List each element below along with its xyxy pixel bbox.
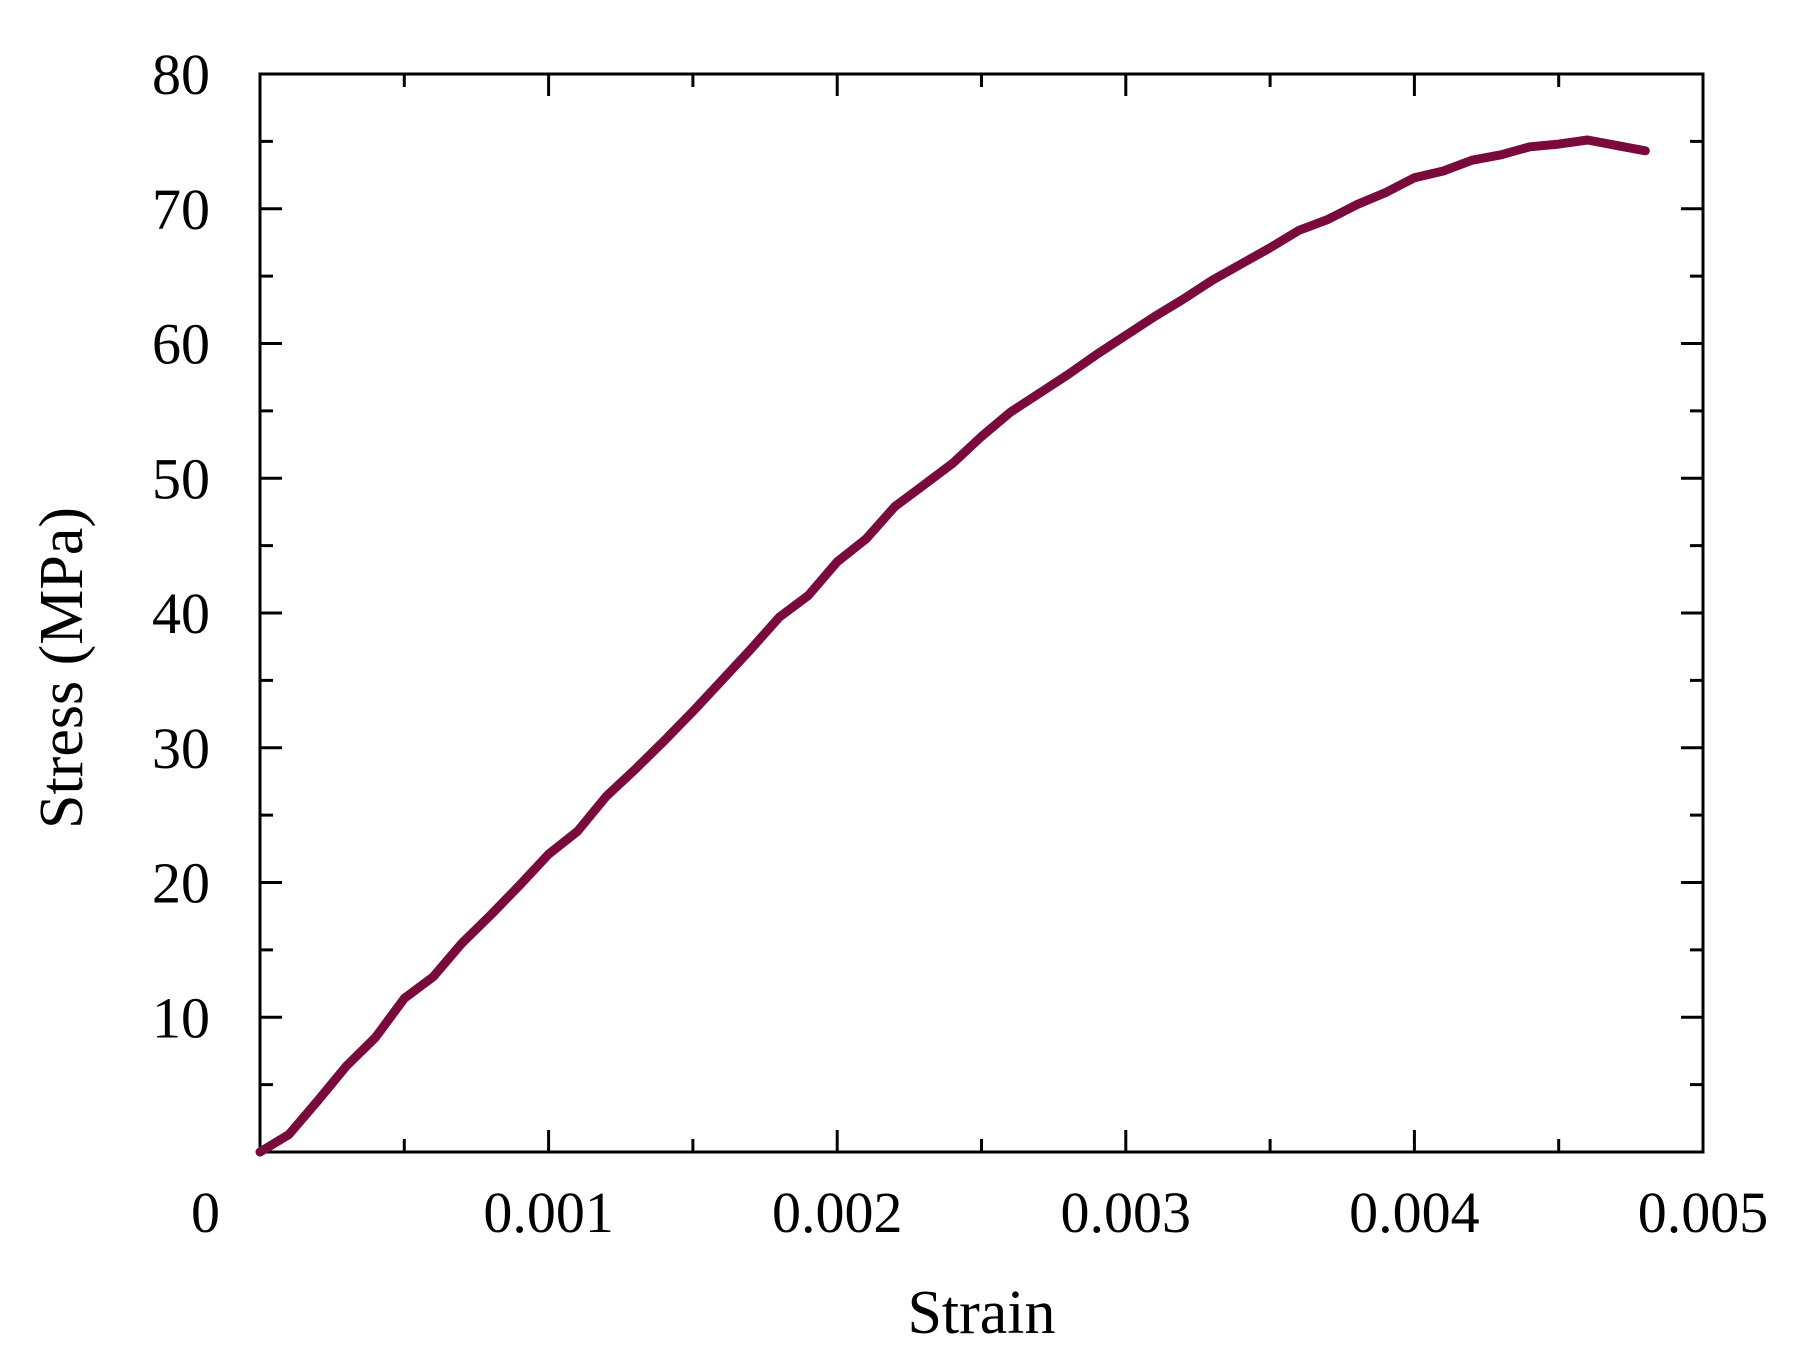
- x-tick-label: 0.004: [1349, 1180, 1480, 1245]
- y-tick-label: 70: [152, 177, 210, 242]
- y-tick-label: 30: [152, 716, 210, 781]
- y-tick-label: 10: [152, 985, 210, 1050]
- y-tick-label: 60: [152, 312, 210, 377]
- y-tick-label: 80: [152, 42, 210, 107]
- x-axis-title: Strain: [907, 1279, 1055, 1347]
- data-series: [255, 135, 1650, 1157]
- x-tick-label: 0.002: [772, 1180, 903, 1245]
- y-tick-label: 50: [152, 446, 210, 511]
- series-line: [255, 135, 1650, 1157]
- x-tick-label: 0.005: [1638, 1180, 1769, 1245]
- y-tick-label: 40: [152, 581, 210, 646]
- plot-frame-border: [258, 72, 1705, 1154]
- x-tick-label: 0.001: [483, 1180, 614, 1245]
- y-tick-label: 20: [152, 851, 210, 916]
- y-axis-title: Stress (MPa): [28, 507, 96, 829]
- tick-labels: 0 0.001 0.002 0.003 0.004 0.005 10 20 30 40 50 60 70…: [152, 42, 1768, 1245]
- x-tick-label: 0: [191, 1180, 220, 1245]
- x-tick-label: 0.003: [1061, 1180, 1192, 1245]
- plot-frame: [258, 72, 1705, 1154]
- axis-ticks: [260, 74, 1703, 1152]
